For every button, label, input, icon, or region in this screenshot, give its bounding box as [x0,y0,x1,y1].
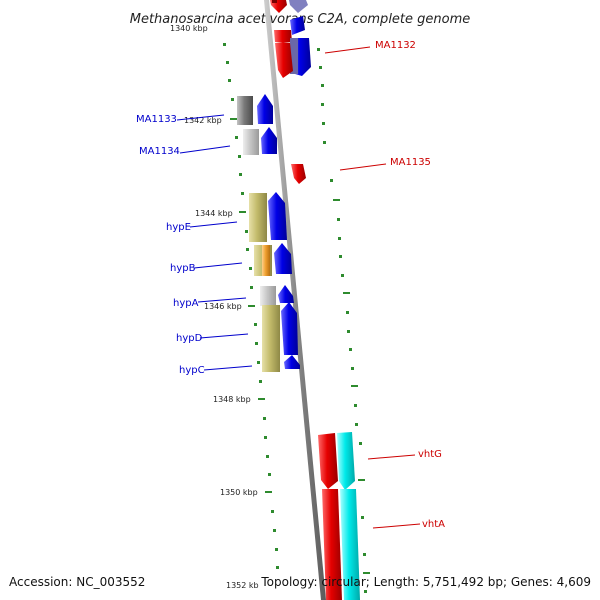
gene-label-hypd[interactable]: hypD [176,333,203,344]
feature-vhta[interactable] [322,489,360,600]
accession-text: Accession: NC_003552 [9,575,145,589]
label-line-ma1133 [176,114,225,121]
label-line-ma1134 [179,145,231,154]
feature-ma1133[interactable] [237,94,273,125]
kbp-label: 1346 kbp [204,302,242,311]
feature-ma1135[interactable] [291,164,306,184]
feature-hype[interactable] [249,192,287,242]
label-line-hypa [197,297,247,303]
label-line-ma1132 [324,46,371,54]
feature-hypd[interactable] [262,302,298,372]
label-line-vhta [372,523,421,529]
gene-label-hype[interactable]: hypE [166,222,191,233]
feature-vhtg[interactable] [318,432,355,490]
gene-label-ma1133[interactable]: MA1133 [136,114,177,125]
tick-marks [223,43,370,593]
label-line-hypb [193,262,243,269]
label-line-vhtg [367,454,416,460]
label-line-hype [189,221,238,228]
feature-hypb[interactable] [254,243,292,276]
gene-label-hypa[interactable]: hypA [173,298,199,309]
label-line-hypc [203,365,253,371]
gene-label-ma1134[interactable]: MA1134 [139,146,180,157]
gene-label-vhta[interactable]: vhtA [422,519,445,530]
kbp-label: 1350 kbp [220,488,258,497]
kbp-label: 1344 kbp [195,209,233,218]
label-line-ma1135 [339,163,387,171]
kbp-label: 1348 kbp [213,395,251,404]
topology-text: Topology: circular; Length: 5,751,492 bp… [260,575,591,589]
kbp-label: 1342 kbp [184,116,222,125]
kbp-label: 1340 kbp [170,24,208,33]
label-line-hypd [199,333,249,339]
feature-ma1134[interactable] [243,127,277,155]
feature-ma1132[interactable] [270,0,311,78]
genome-backbone [264,0,326,600]
gene-label-ma1132[interactable]: MA1132 [375,40,416,51]
gene-label-ma1135[interactable]: MA1135 [390,157,431,168]
feature-hypc[interactable] [284,355,300,369]
gene-label-hypc[interactable]: hypC [179,365,205,376]
gene-label-vhtg[interactable]: vhtG [418,449,442,460]
gene-label-hypb[interactable]: hypB [170,263,196,274]
feature-hypa[interactable] [260,285,294,306]
kbp-label: 1352 kb [226,581,259,590]
